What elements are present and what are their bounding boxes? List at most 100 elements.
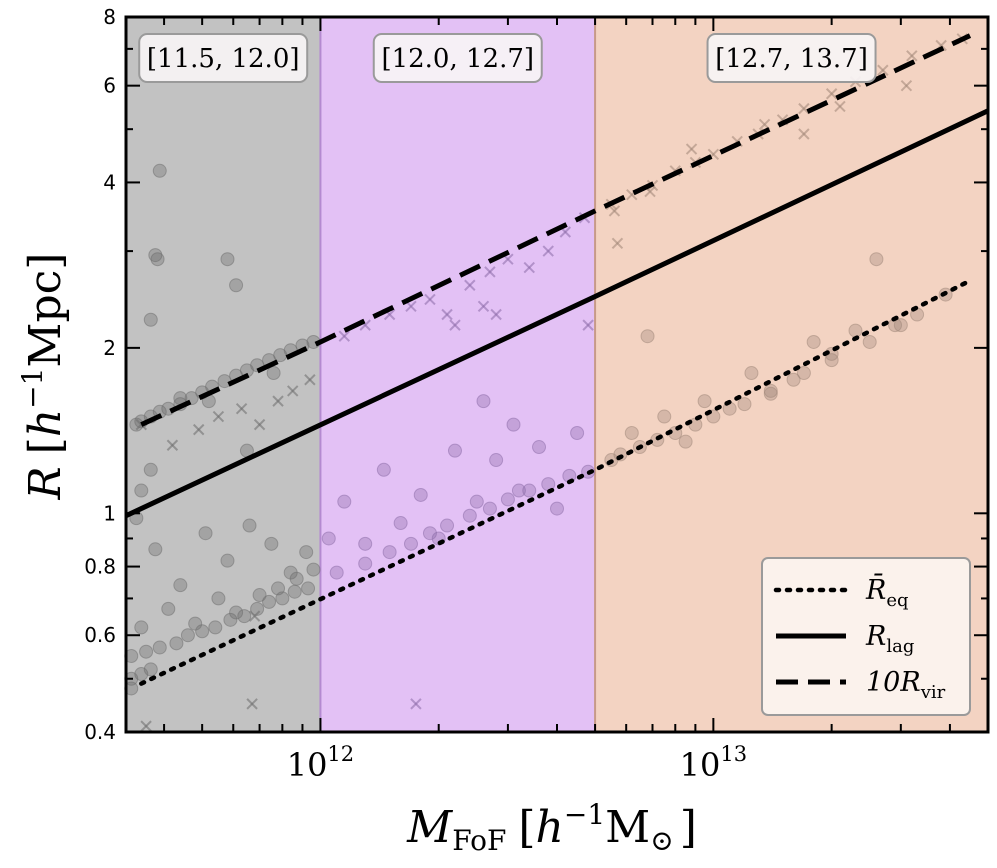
x-tick-label: 1012 (287, 742, 354, 784)
scatter-cross (834, 100, 846, 113)
mass-bin-label-text: [12.0, 12.7] (381, 44, 534, 74)
scatter-circle (134, 483, 149, 498)
y-tick-label: 0.6 (84, 623, 116, 647)
scatter-circle (862, 334, 877, 349)
scatter-cross (246, 698, 258, 710)
scatter-circle (242, 518, 257, 533)
scatter-cross (424, 293, 436, 306)
series-line-dotted (139, 278, 973, 686)
scatter-circle (169, 636, 184, 651)
scatter-circle (358, 556, 373, 571)
scatter-cross (193, 423, 205, 436)
plot-frame (124, 15, 990, 734)
scatter-circle (252, 588, 267, 603)
scatter-circle (763, 383, 778, 398)
scatter-circle (657, 409, 672, 424)
legend: R̄eq Rlag 10Rvir (761, 557, 971, 716)
scatter-circle (893, 318, 908, 333)
scatter-circle (198, 526, 213, 541)
scatter-cross (253, 418, 266, 431)
scatter-circle (462, 508, 477, 523)
scatter-cross (582, 319, 594, 331)
scatter-cross (608, 205, 621, 217)
scatter-circle (469, 494, 484, 509)
scatter-cross (542, 245, 554, 257)
scatter-cross (906, 50, 918, 62)
scatter-circle (624, 425, 639, 440)
scatter-circle (403, 536, 418, 551)
scatter-circle (188, 616, 203, 631)
scatter-circle (422, 526, 437, 541)
scatter-circle (152, 163, 167, 178)
scatter-circle (173, 578, 188, 593)
scatter-cross (449, 319, 461, 331)
y-tick-label: 2 (103, 336, 116, 360)
mass-bin-label-text: [12.7, 13.7] (715, 44, 868, 74)
scatter-circle (266, 366, 281, 381)
scatter-circle (143, 312, 158, 327)
y-tick-label: 0.8 (84, 555, 116, 579)
y-tick-label: 4 (103, 170, 116, 194)
mass-bin-labels: [11.5, 12.0] [12.0, 12.7] [12.7, 13.7] (138, 33, 877, 83)
scatter-circle (413, 487, 428, 502)
scatter-circle (511, 483, 526, 498)
series-line-solid (124, 108, 990, 518)
scatter-circle (806, 334, 821, 349)
scatter-circle (299, 545, 314, 560)
scatter-circle (208, 620, 223, 635)
scatter-circle (447, 443, 462, 458)
mass-bin-label-box (138, 33, 309, 83)
scatter-cross (338, 330, 350, 342)
scatter-circle (143, 462, 158, 477)
scatter-cross (304, 374, 316, 386)
scatter-circle (250, 601, 265, 616)
scatter-cross (410, 698, 422, 710)
mass-bin-label-box (372, 33, 543, 83)
mass-bin-band (320, 17, 596, 732)
scatter-circle (229, 605, 244, 620)
y-tick-label: 1 (103, 501, 116, 525)
scatter-circle (195, 624, 210, 639)
scatter-circle (237, 609, 252, 624)
scatter-circle (869, 252, 884, 267)
mass-bin-label: [11.5, 12.0] (138, 33, 309, 83)
scatter-cross (825, 88, 838, 100)
y-axis-label: R[h−1Mpc] (16, 253, 71, 501)
scatter-cross (464, 279, 476, 291)
scatter-circle (532, 440, 547, 455)
scatter-circle (150, 252, 165, 267)
mass-bin-label-text: [11.5, 12.0] (147, 44, 300, 74)
scatter-circle (337, 494, 352, 509)
mass-bin-label-box (706, 33, 877, 83)
scatter-circle (306, 562, 321, 577)
y-tick-label: 0.4 (84, 720, 116, 744)
x-axis-label: MFoF [h−1M⊙] (406, 798, 697, 857)
scatter-cross (286, 385, 299, 397)
scatter-circle (678, 434, 693, 449)
scatter-circle (289, 571, 304, 586)
scatter-cross (877, 64, 889, 76)
scatter-circle (220, 252, 235, 267)
y-tick-label: 8 (103, 5, 116, 29)
scatter-circle (824, 353, 839, 368)
scatter-circle (275, 591, 290, 606)
scatter-circle (148, 248, 163, 263)
scatter-cross (441, 308, 453, 321)
scatter-circle (744, 366, 759, 381)
scatter-circle (476, 394, 491, 409)
scatter-circle (134, 620, 149, 635)
scatter-cross (484, 266, 496, 278)
x-tick-label: 1013 (680, 742, 747, 784)
scatter-cross (140, 720, 152, 732)
scatter-points (124, 33, 968, 732)
scatter-circle (180, 628, 195, 643)
scatter-circle (570, 425, 585, 440)
legend-box (761, 557, 971, 716)
scatter-circle (287, 584, 302, 599)
scatter-circle (262, 594, 277, 609)
scatter-circle (440, 518, 455, 533)
scatter-cross (611, 237, 624, 249)
scatter-circle (848, 323, 863, 338)
